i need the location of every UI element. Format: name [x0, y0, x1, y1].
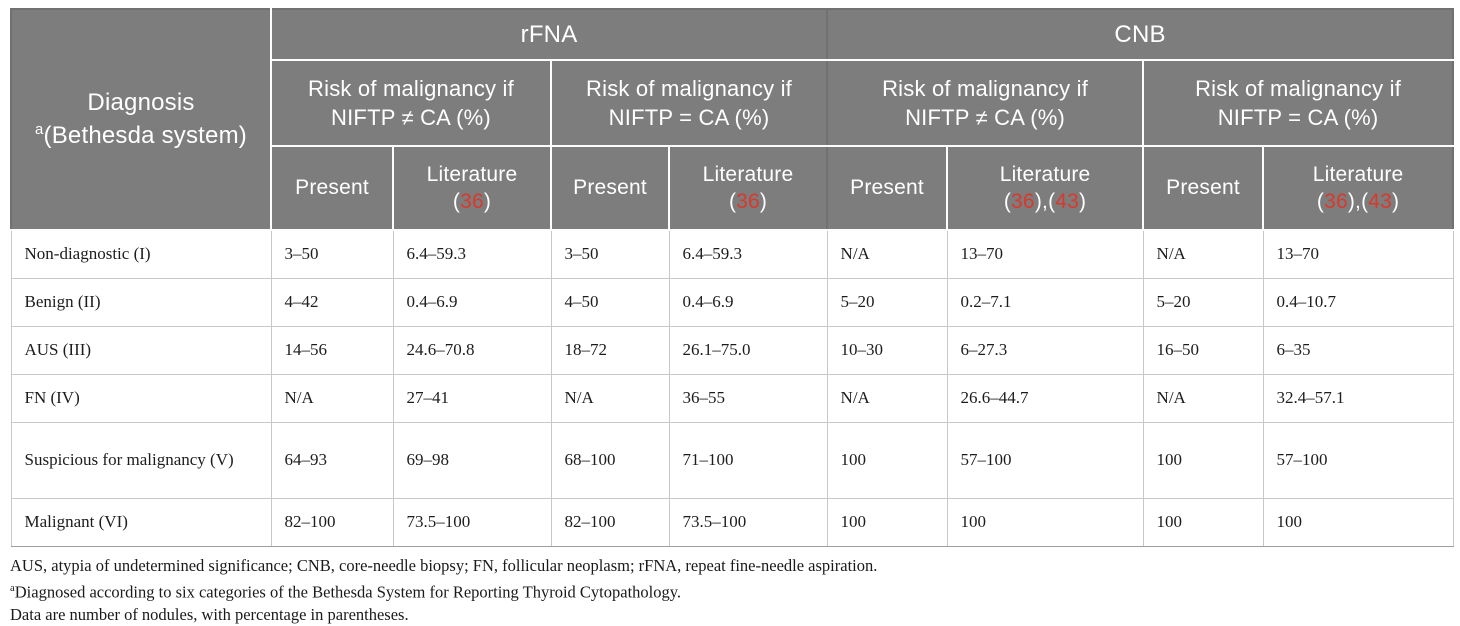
value-cell: 6.4–59.3: [668, 229, 828, 279]
value-cell: 5–20: [1142, 277, 1264, 327]
value-cell: 3–50: [550, 229, 670, 279]
value-cell: 26.1–75.0: [668, 325, 828, 375]
subheader-rfna-niftp-eq-ca: Risk of malignancy if NIFTP = CA (%): [549, 59, 829, 147]
value-cell: 100: [826, 497, 948, 547]
diagnosis-header-line2: a(Bethesda system): [35, 121, 247, 149]
footnote-marker-a: a: [10, 581, 15, 594]
column-header-present-1: Present: [270, 145, 394, 231]
value-cell: 100: [826, 421, 948, 499]
column-header-present-4: Present: [1142, 145, 1265, 231]
value-cell: 4–50: [550, 277, 670, 327]
footnote-abbreviations: AUS, atypia of undetermined significance…: [10, 555, 878, 575]
risk-of-malignancy-table: Diagnosis a(Bethesda system) rFNA CNB Ri…: [10, 8, 1455, 547]
value-cell: 18–72: [550, 325, 670, 375]
table-row-aus: AUS (III) 14–56 24.6–70.8 18–72 26.1–75.…: [10, 325, 1454, 375]
value-cell: 24.6–70.8: [392, 325, 552, 375]
table-row-benign: Benign (II) 4–42 0.4–6.9 4–50 0.4–6.9 5–…: [10, 277, 1454, 327]
value-cell: 4–42: [270, 277, 394, 327]
value-cell: 73.5–100: [668, 497, 828, 547]
table-row-non-diagnostic: Non-diagnostic (I) 3–50 6.4–59.3 3–50 6.…: [10, 229, 1454, 279]
value-cell: 57–100: [946, 421, 1144, 499]
footnote-data-description: Data are number of nodules, with percent…: [10, 605, 409, 624]
value-cell: 82–100: [270, 497, 394, 547]
value-cell: 27–41: [392, 373, 552, 423]
value-cell: N/A: [1142, 373, 1264, 423]
value-cell: 73.5–100: [392, 497, 552, 547]
value-cell: 13–70: [1262, 229, 1454, 279]
value-cell: 57–100: [1262, 421, 1454, 499]
subheader-cnb-niftp-eq-ca: Risk of malignancy if NIFTP = CA (%): [1142, 59, 1455, 147]
diagnosis-cell: Non-diagnostic (I): [10, 229, 272, 279]
value-cell: N/A: [270, 373, 394, 423]
citation-ref[interactable]: 36: [460, 190, 484, 213]
table-row-malignant: Malignant (VI) 82–100 73.5–100 82–100 73…: [10, 497, 1454, 547]
value-cell: 3–50: [270, 229, 394, 279]
value-cell: 0.4–10.7: [1262, 277, 1454, 327]
subheader-rfna-niftp-ne-ca: Risk of malignancy if NIFTP ≠ CA (%): [270, 59, 552, 147]
footnote-marker-a: a: [35, 121, 44, 138]
value-cell: 6.4–59.3: [392, 229, 552, 279]
value-cell: 69–98: [392, 421, 552, 499]
column-header-present-2: Present: [550, 145, 670, 231]
table-footnotes: AUS, atypia of undetermined significance…: [10, 554, 1452, 626]
group-header-cnb: CNB: [826, 8, 1455, 61]
literature-citations: (36): [452, 190, 492, 213]
table-row-suspicious: Suspicious for malignancy (V) 64–93 69–9…: [10, 421, 1454, 499]
citation-ref[interactable]: 43: [1055, 190, 1080, 213]
value-cell: 68–100: [550, 421, 670, 499]
literature-citations: (36),(43): [1003, 190, 1087, 213]
value-cell: 71–100: [668, 421, 828, 499]
literature-citations: (36),(43): [1316, 190, 1400, 213]
value-cell: 6–35: [1262, 325, 1454, 375]
value-cell: 100: [1142, 497, 1264, 547]
value-cell: 16–50: [1142, 325, 1264, 375]
value-cell: 0.4–6.9: [668, 277, 828, 327]
value-cell: 100: [1262, 497, 1454, 547]
column-header-diagnosis: Diagnosis a(Bethesda system): [10, 8, 272, 231]
diagnosis-header-line1: Diagnosis: [87, 89, 195, 117]
value-cell: N/A: [826, 229, 948, 279]
value-cell: 5–20: [826, 277, 948, 327]
value-cell: 0.2–7.1: [946, 277, 1144, 327]
citation-ref[interactable]: 43: [1368, 190, 1393, 213]
value-cell: 100: [946, 497, 1144, 547]
diagnosis-cell: Benign (II): [10, 277, 272, 327]
column-header-literature-3: Literature (36),(43): [946, 145, 1145, 231]
value-cell: 26.6–44.7: [946, 373, 1144, 423]
citation-ref[interactable]: 36: [736, 190, 760, 213]
column-header-literature-1: Literature (36): [392, 145, 552, 231]
value-cell: 64–93: [270, 421, 394, 499]
value-cell: 100: [1142, 421, 1264, 499]
diagnosis-cell: FN (IV): [10, 373, 272, 423]
footnote-a: aDiagnosed according to six categories o…: [10, 581, 682, 602]
column-header-present-3: Present: [826, 145, 949, 231]
table-row-fn: FN (IV) N/A 27–41 N/A 36–55 N/A 26.6–44.…: [10, 373, 1454, 423]
column-header-literature-2: Literature (36): [667, 145, 829, 231]
value-cell: 6–27.3: [946, 325, 1144, 375]
value-cell: 0.4–6.9: [392, 277, 552, 327]
value-cell: N/A: [826, 373, 948, 423]
citation-ref[interactable]: 36: [1324, 190, 1348, 213]
value-cell: 32.4–57.1: [1262, 373, 1454, 423]
literature-citations: (36): [728, 190, 768, 213]
value-cell: 13–70: [946, 229, 1144, 279]
value-cell: N/A: [550, 373, 670, 423]
citation-ref[interactable]: 36: [1011, 190, 1035, 213]
column-header-literature-4: Literature (36),(43): [1262, 145, 1455, 231]
group-header-rfna: rFNA: [269, 8, 829, 61]
diagnosis-cell: Suspicious for malignancy (V): [10, 421, 272, 499]
subheader-cnb-niftp-ne-ca: Risk of malignancy if NIFTP ≠ CA (%): [826, 59, 1145, 147]
value-cell: N/A: [1142, 229, 1264, 279]
diagnosis-cell: AUS (III): [10, 325, 272, 375]
diagnosis-cell: Malignant (VI): [10, 497, 272, 547]
value-cell: 10–30: [826, 325, 948, 375]
value-cell: 14–56: [270, 325, 394, 375]
value-cell: 36–55: [668, 373, 828, 423]
value-cell: 82–100: [550, 497, 670, 547]
